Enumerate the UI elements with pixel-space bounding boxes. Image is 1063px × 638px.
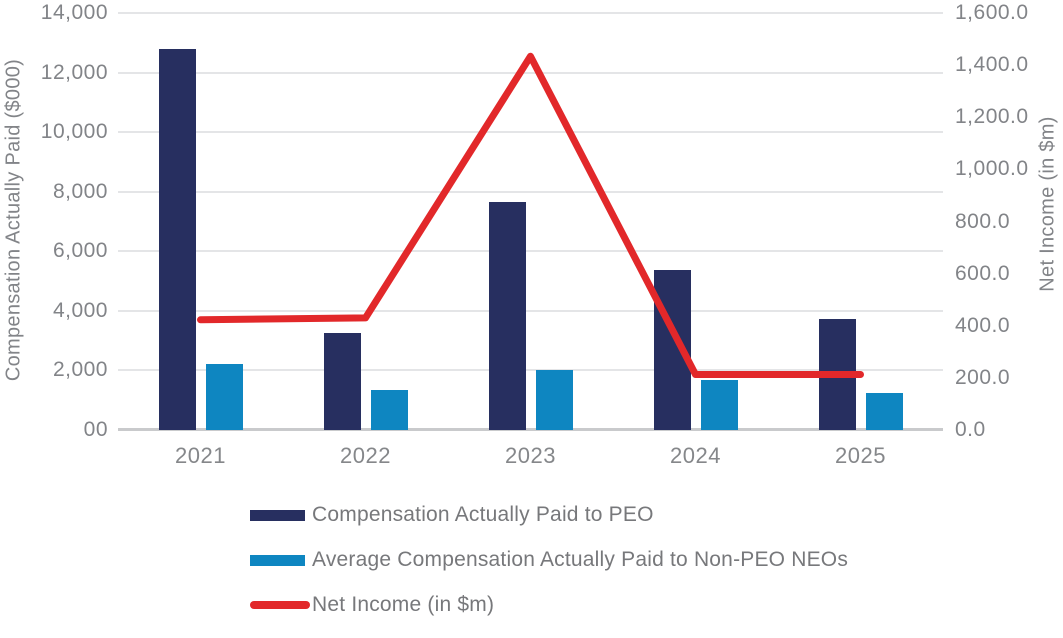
- y-tick-label-left: 2,000: [52, 358, 108, 382]
- bar-non-peo: [205, 364, 243, 430]
- non-peo-bar-swatch-icon: [250, 554, 305, 566]
- gridline: [118, 12, 943, 14]
- compensation-vs-net-income-chart: Compensation Actually Paid ($000) Net In…: [2, 1, 1059, 616]
- bar-peo: [488, 201, 526, 430]
- y-tick-label-left: 10,000: [40, 120, 108, 144]
- y-tick-label-left: 6,000: [52, 239, 108, 263]
- peo-bar-swatch-icon: [250, 509, 305, 521]
- bar-non-peo: [535, 370, 573, 430]
- gridline: [118, 309, 943, 312]
- legend-label-non-peo-neos: Average Compensation Actually Paid to No…: [312, 548, 849, 571]
- x-tick-label: 2023: [505, 443, 556, 468]
- y-tick-label-right: 0.0: [955, 418, 986, 441]
- gridline: [118, 190, 943, 193]
- left-axis-title: Compensation Actually Paid ($000): [2, 58, 25, 382]
- legend-label-net-income: Net Income (in $m): [312, 593, 495, 616]
- bar-non-peo: [370, 390, 408, 430]
- legend-label-peo: Compensation Actually Paid to PEO: [312, 503, 654, 526]
- bar-peo: [323, 332, 361, 430]
- y-tick-label-right: 600.0: [955, 261, 1011, 285]
- legend-item-non-peo-neos: Average Compensation Actually Paid to No…: [250, 548, 848, 572]
- y-tick-label-right: 1,600.0: [955, 1, 1029, 24]
- gridline: [118, 250, 943, 253]
- x-tick-label: 2021: [175, 443, 226, 468]
- right-axis-title: Net Income (in $m): [1036, 116, 1059, 292]
- bar-non-peo: [700, 379, 738, 430]
- legend: Compensation Actually Paid to PEO Averag…: [250, 503, 848, 638]
- y-tick-label-left: 8,000: [52, 179, 108, 203]
- gridline: [118, 131, 943, 134]
- y-tick-label-left: 4,000: [52, 298, 108, 322]
- y-tick-label-right: 200.0: [955, 365, 1011, 389]
- x-tick-label: 2022: [340, 443, 391, 468]
- y-tick-label-right: 1,400.0: [955, 53, 1029, 77]
- bar-non-peo: [865, 393, 903, 430]
- x-tick-label: 2024: [670, 443, 721, 468]
- gridline: [118, 369, 943, 372]
- y-tick-label-right: 1,000.0: [955, 157, 1029, 181]
- gridline: [118, 71, 943, 74]
- bar-peo: [158, 48, 196, 430]
- y-tick-label-right: 800.0: [955, 209, 1011, 233]
- x-tick-label: 2025: [835, 443, 886, 468]
- x-axis-baseline: [118, 428, 943, 431]
- y-tick-label-left: 14,000: [40, 1, 108, 24]
- net-income-line-swatch-icon: [250, 601, 310, 609]
- legend-item-peo: Compensation Actually Paid to PEO: [250, 503, 848, 527]
- legend-item-net-income: Net Income (in $m): [250, 593, 848, 617]
- net-income-line: [197, 52, 864, 378]
- y-tick-label-left: 12,000: [40, 60, 108, 84]
- y-tick-label-left: 00: [83, 418, 108, 441]
- net-income-line-layer: [197, 52, 864, 378]
- plot-area: [118, 12, 943, 431]
- y-tick-label-right: 400.0: [955, 313, 1011, 337]
- y-tick-label-right: 1,200.0: [955, 105, 1029, 129]
